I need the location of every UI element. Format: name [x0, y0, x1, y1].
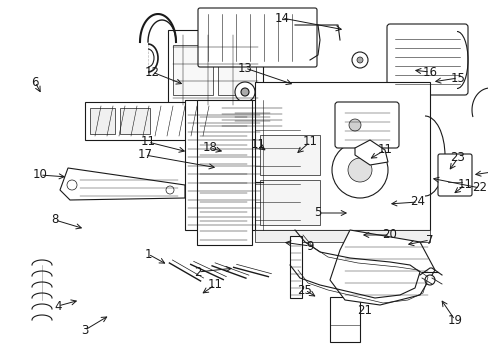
FancyBboxPatch shape	[334, 102, 398, 148]
FancyBboxPatch shape	[198, 8, 316, 67]
Polygon shape	[329, 230, 434, 305]
Text: 3: 3	[81, 324, 88, 337]
Bar	[85, 102, 229, 140]
Circle shape	[347, 158, 371, 182]
Polygon shape	[354, 140, 387, 165]
Text: 20: 20	[382, 229, 397, 242]
Text: 14: 14	[274, 12, 289, 24]
Bar	[168, 30, 263, 110]
Circle shape	[351, 52, 367, 68]
Text: 16: 16	[422, 66, 437, 78]
Polygon shape	[60, 168, 184, 200]
Bar	[260, 180, 319, 225]
Text: 17: 17	[137, 148, 152, 162]
FancyBboxPatch shape	[386, 24, 467, 95]
Bar	[222, 102, 282, 132]
Text: 9: 9	[305, 239, 313, 252]
Text: 1: 1	[144, 248, 151, 261]
FancyBboxPatch shape	[437, 154, 471, 196]
Circle shape	[331, 142, 387, 198]
Text: 12: 12	[144, 66, 159, 78]
Circle shape	[356, 142, 366, 152]
Bar	[254, 230, 429, 242]
Circle shape	[165, 186, 174, 194]
Circle shape	[349, 135, 373, 159]
Text: 5: 5	[314, 207, 321, 220]
Circle shape	[67, 180, 77, 190]
Bar	[120, 108, 150, 134]
Text: 25: 25	[297, 284, 312, 297]
Text: 11: 11	[207, 279, 222, 292]
Text: 22: 22	[471, 181, 487, 194]
Bar	[235, 109, 269, 125]
Circle shape	[356, 57, 362, 63]
Bar	[184, 100, 263, 230]
Circle shape	[235, 82, 254, 102]
Text: 11: 11	[377, 144, 392, 157]
Bar	[197, 100, 251, 245]
Text: 11: 11	[250, 139, 265, 152]
Text: 7: 7	[426, 234, 433, 247]
Text: 11: 11	[457, 179, 471, 192]
Bar	[254, 82, 429, 230]
Text: 11: 11	[140, 135, 155, 148]
Text: 11: 11	[302, 135, 317, 148]
Text: 18: 18	[202, 141, 217, 154]
Text: 15: 15	[449, 72, 465, 85]
Bar	[173, 45, 213, 95]
Bar	[218, 38, 256, 60]
Text: 8: 8	[51, 213, 59, 226]
Bar	[218, 65, 256, 95]
Text: 19: 19	[447, 314, 462, 327]
Bar	[289, 236, 302, 298]
Text: 13: 13	[237, 62, 252, 75]
Text: 6: 6	[31, 76, 39, 89]
Circle shape	[424, 275, 434, 285]
Text: 4: 4	[54, 300, 61, 312]
Text: 21: 21	[357, 303, 372, 316]
Text: 24: 24	[409, 195, 425, 208]
Bar	[90, 108, 115, 134]
Bar	[260, 135, 319, 175]
Bar	[329, 297, 359, 342]
Text: 23: 23	[449, 152, 465, 165]
Text: 10: 10	[33, 168, 47, 181]
Circle shape	[348, 119, 360, 131]
Circle shape	[241, 88, 248, 96]
Text: 2: 2	[194, 265, 202, 279]
